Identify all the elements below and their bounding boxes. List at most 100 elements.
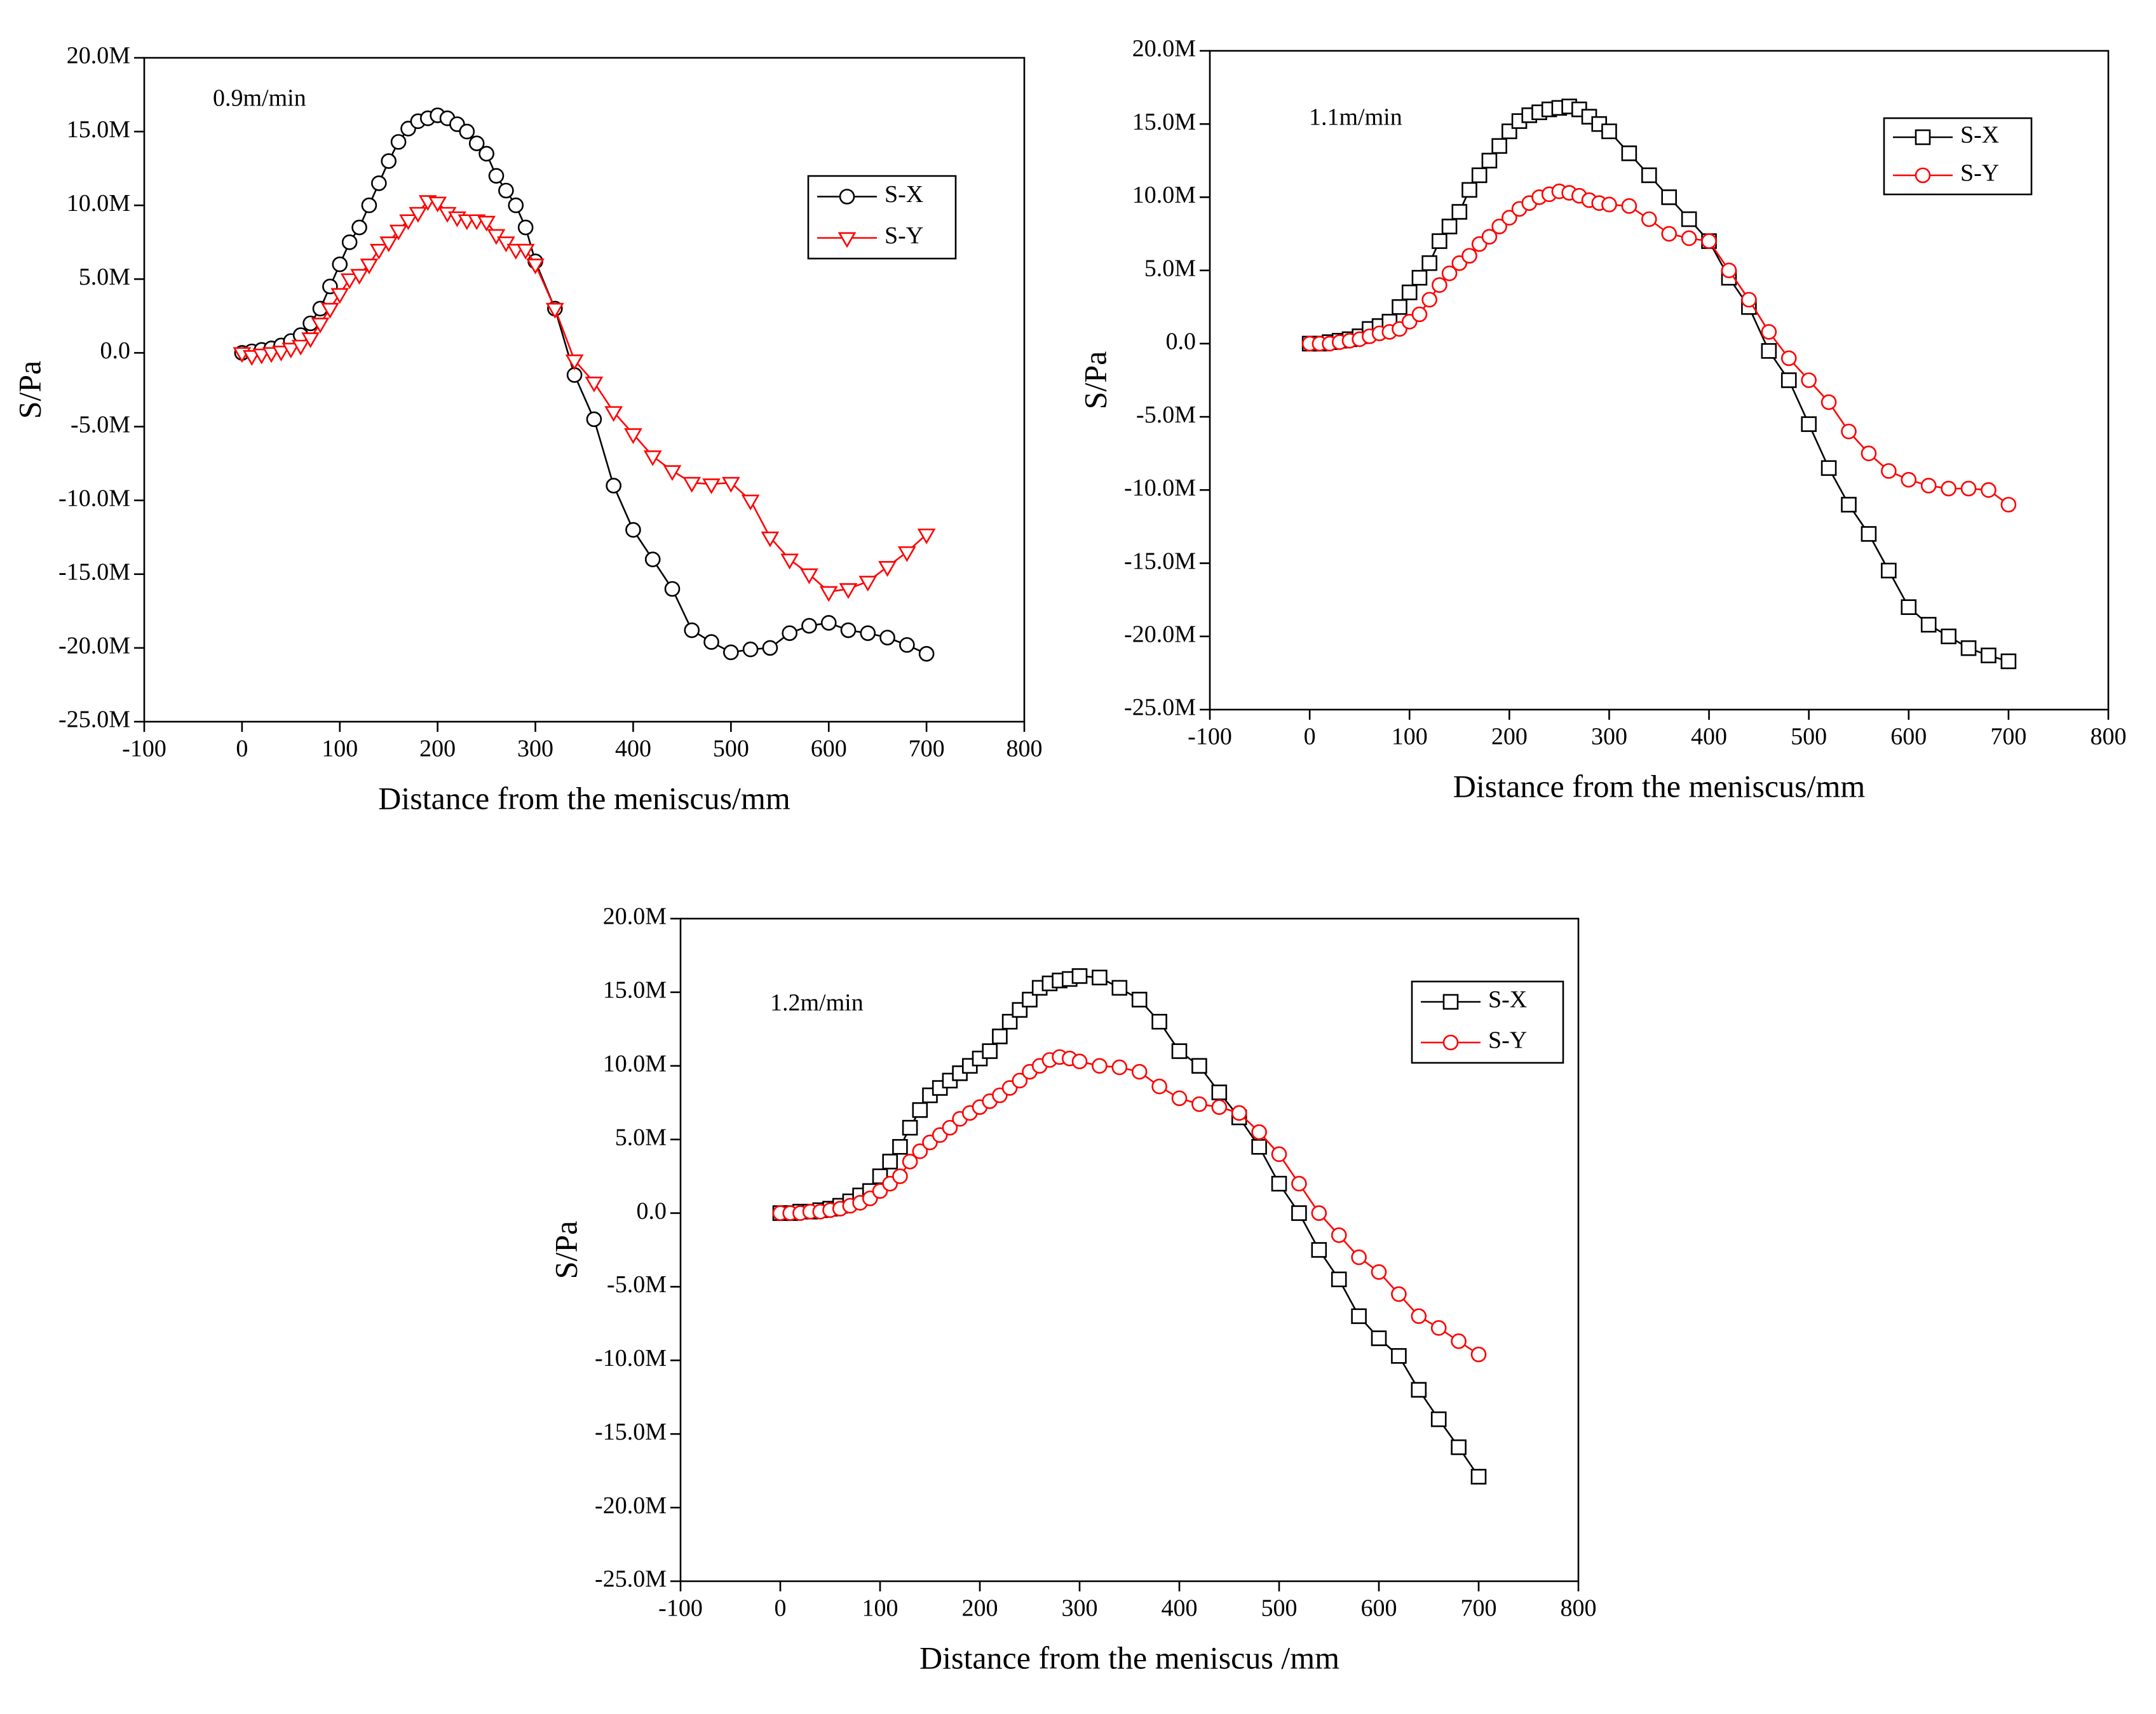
data-point: [819, 586, 838, 602]
data-point: [1131, 1063, 1148, 1080]
x-tick-label: 300: [1062, 1595, 1098, 1622]
data-point: [1481, 152, 1498, 169]
legend-marker: [1442, 1034, 1459, 1051]
y-tick-label: 0.0: [1166, 328, 1197, 355]
data-point: [942, 1119, 958, 1136]
data-point: [684, 622, 700, 638]
x-tick-label: -100: [658, 1595, 703, 1622]
data-point: [1392, 299, 1407, 315]
data-point: [1432, 233, 1448, 249]
data-point: [1471, 167, 1488, 184]
data-point: [839, 583, 858, 599]
data-point: [311, 317, 330, 334]
data-point: [1231, 1105, 1247, 1121]
y-tick-label: 10.0M: [1132, 182, 1196, 208]
data-point: [1291, 1175, 1307, 1192]
data-point: [330, 288, 349, 304]
legend-marker: [1915, 129, 1931, 145]
data-point: [682, 476, 702, 493]
x-tick-label: 0: [775, 1595, 787, 1622]
data-point: [1801, 372, 1817, 388]
data-point: [1151, 1013, 1167, 1030]
legend-box: [807, 175, 957, 260]
x-tick-label: 800: [2091, 724, 2127, 750]
x-tick-label: 500: [713, 736, 749, 762]
data-point: [1881, 463, 1897, 479]
data-point: [1251, 1124, 1267, 1140]
data-point: [624, 428, 642, 444]
y-tick-label: 20.0M: [603, 903, 667, 930]
data-point: [1451, 1439, 1467, 1455]
data-point: [428, 196, 447, 213]
y-tick-label: -5.0M: [71, 411, 130, 438]
data-point: [1391, 1348, 1407, 1364]
data-point: [1211, 1084, 1228, 1100]
y-tick-label: 20.0M: [67, 43, 130, 69]
series-line: [780, 975, 1480, 1478]
data-point: [351, 219, 367, 236]
y-tick-label: -20.0M: [1124, 621, 1196, 647]
data-point: [1211, 1099, 1228, 1115]
x-tick-label: -100: [1188, 724, 1232, 750]
data-point: [516, 243, 535, 260]
data-point: [301, 332, 320, 349]
data-point: [1441, 265, 1458, 281]
y-tick-label: -15.0M: [58, 558, 130, 585]
data-point: [1960, 640, 1977, 656]
data-point: [1491, 138, 1507, 154]
data-point: [1411, 306, 1428, 323]
data-point: [1502, 210, 1517, 226]
legend-label: S-X: [1488, 987, 1527, 1013]
data-point: [1960, 480, 1977, 497]
data-point: [272, 346, 290, 361]
data-point: [498, 182, 514, 199]
data-point: [1191, 1096, 1207, 1112]
data-point: [1801, 416, 1817, 432]
data-point: [1721, 262, 1737, 278]
data-point: [2000, 653, 2017, 670]
data-point: [477, 215, 496, 232]
data-point: [820, 615, 837, 631]
data-point: [606, 478, 621, 494]
x-tick-label: 100: [1392, 724, 1428, 750]
data-point: [1411, 1308, 1427, 1325]
data-point: [1841, 423, 1857, 440]
x-tick-label: 700: [909, 736, 945, 762]
x-tick-label: 200: [419, 736, 456, 762]
data-point: [545, 302, 564, 319]
data-point: [1351, 1249, 1367, 1265]
x-tick-label: 0: [1304, 724, 1316, 750]
x-tick-label: 400: [1162, 1595, 1198, 1622]
data-point: [262, 347, 281, 363]
data-point: [1941, 628, 1956, 645]
data-point: [1430, 1320, 1447, 1336]
data-point: [1820, 394, 1837, 410]
y-tick-label: 5.0M: [1144, 255, 1196, 281]
legend-label: S-Y: [885, 222, 923, 249]
data-point: [1092, 1058, 1108, 1074]
y-axis-label: S/Pa: [11, 361, 47, 419]
data-point: [1411, 269, 1428, 286]
data-point: [1171, 1043, 1188, 1059]
x-tick-label: 0: [236, 736, 248, 762]
legend-label: S-X: [885, 181, 923, 208]
data-point: [1151, 1078, 1167, 1095]
data-point: [1351, 1308, 1367, 1325]
data-point: [912, 1102, 928, 1118]
x-tick-label: 700: [1990, 724, 2026, 750]
x-tick-label: 300: [517, 736, 553, 762]
x-tick-label: 500: [1791, 724, 1827, 750]
data-point: [899, 637, 915, 653]
legend-label: S-Y: [1488, 1027, 1527, 1054]
data-point: [1071, 1053, 1088, 1070]
x-tick-label: 600: [1361, 1595, 1397, 1622]
data-point: [1741, 292, 1757, 308]
data-point: [1641, 167, 1657, 184]
data-point: [892, 1168, 908, 1184]
legend-marker: [837, 232, 857, 248]
data-point: [1491, 219, 1507, 234]
data-point: [1681, 211, 1697, 227]
data-point: [1661, 226, 1678, 242]
data-point: [1432, 277, 1448, 294]
